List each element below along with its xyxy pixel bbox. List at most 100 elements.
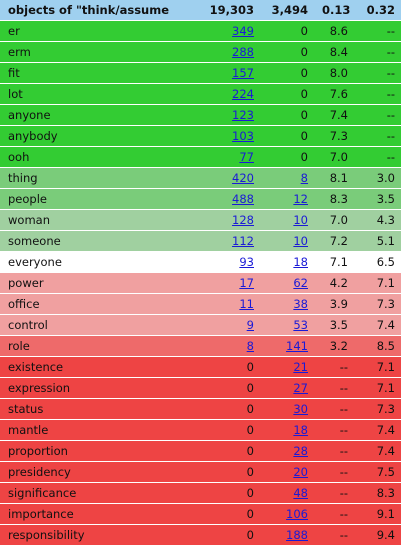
row-count-1: 0 <box>170 419 260 441</box>
row-count-1-link[interactable]: 488 <box>232 192 254 206</box>
row-count-1: 0 <box>170 398 260 420</box>
row-count-1-link[interactable]: 8 <box>246 339 254 353</box>
row-ratio-1: 3.5 <box>314 314 354 336</box>
row-count-1-link[interactable]: 123 <box>232 108 254 122</box>
row-ratio-1: 8.0 <box>314 62 354 84</box>
row-ratio-1: -- <box>314 419 354 441</box>
row-ratio-1: -- <box>314 440 354 462</box>
row-count-1-cell: 11 <box>170 293 260 315</box>
row-count-2: 0 <box>260 41 314 63</box>
row-count-1: 0 <box>170 440 260 462</box>
row-count-2-link[interactable]: 188 <box>286 528 308 542</box>
row-count-2-link[interactable]: 18 <box>293 423 308 437</box>
row-count-1-link[interactable]: 349 <box>232 24 254 38</box>
row-count-2: 0 <box>260 125 314 147</box>
row-ratio-1: 7.4 <box>314 104 354 126</box>
row-ratio-2: 7.1 <box>354 377 401 399</box>
row-ratio-2: 7.4 <box>354 314 401 336</box>
row-word: er <box>0 20 170 42</box>
row-ratio-2: -- <box>354 125 401 147</box>
row-count-2-link[interactable]: 8 <box>300 171 308 185</box>
row-word: anyone <box>0 104 170 126</box>
row-count-1-link[interactable]: 17 <box>239 276 254 290</box>
row-ratio-1: -- <box>314 524 354 546</box>
row-count-2-link[interactable]: 141 <box>286 339 308 353</box>
row-count-1-link[interactable]: 128 <box>232 213 254 227</box>
row-ratio-1: -- <box>314 398 354 420</box>
row-count-2-link[interactable]: 38 <box>293 297 308 311</box>
table-row: ooh 77 0 7.0 -- <box>0 146 401 168</box>
row-count-2-cell: 21 <box>260 356 314 378</box>
row-word: someone <box>0 230 170 252</box>
table-row: people 488 12 8.3 3.5 <box>0 188 401 210</box>
row-count-2-link[interactable]: 18 <box>293 255 308 269</box>
row-count-1-link[interactable]: 77 <box>239 150 254 164</box>
row-count-1-cell: 488 <box>170 188 260 210</box>
table-row: fit 157 0 8.0 -- <box>0 62 401 84</box>
row-word: importance <box>0 503 170 525</box>
row-count-1-link[interactable]: 112 <box>232 234 254 248</box>
row-count-1-link[interactable]: 11 <box>239 297 254 311</box>
row-ratio-1: 7.0 <box>314 146 354 168</box>
table-row: presidency 0 20 -- 7.5 <box>0 461 401 483</box>
header-ratio-2: 0.32 <box>354 0 401 21</box>
row-ratio-1: -- <box>314 503 354 525</box>
row-count-1-link[interactable]: 420 <box>232 171 254 185</box>
row-count-1-link[interactable]: 9 <box>246 318 254 332</box>
row-count-2-link[interactable]: 27 <box>293 381 308 395</box>
row-word: existence <box>0 356 170 378</box>
row-count-2-link[interactable]: 21 <box>293 360 308 374</box>
row-count-1-cell: 77 <box>170 146 260 168</box>
row-ratio-1: 8.6 <box>314 20 354 42</box>
row-count-1-cell: 420 <box>170 167 260 189</box>
row-count-2-cell: 28 <box>260 440 314 462</box>
row-word: people <box>0 188 170 210</box>
row-count-2-link[interactable]: 10 <box>293 234 308 248</box>
row-ratio-2: 7.4 <box>354 419 401 441</box>
row-ratio-1: 4.2 <box>314 272 354 294</box>
row-count-1-link[interactable]: 157 <box>232 66 254 80</box>
row-count-2-cell: 62 <box>260 272 314 294</box>
row-word: expression <box>0 377 170 399</box>
row-ratio-2: 7.3 <box>354 398 401 420</box>
row-count-1-cell: 288 <box>170 41 260 63</box>
row-count-2: 0 <box>260 104 314 126</box>
row-ratio-2: -- <box>354 20 401 42</box>
row-count-2-link[interactable]: 30 <box>293 402 308 416</box>
row-count-2-link[interactable]: 106 <box>286 507 308 521</box>
row-count-2-link[interactable]: 53 <box>293 318 308 332</box>
row-ratio-1: -- <box>314 482 354 504</box>
row-count-2-link[interactable]: 10 <box>293 213 308 227</box>
row-ratio-2: 4.3 <box>354 209 401 231</box>
row-count-2-link[interactable]: 62 <box>293 276 308 290</box>
row-count-2: 0 <box>260 62 314 84</box>
table-row: control 9 53 3.5 7.4 <box>0 314 401 336</box>
row-count-1-link[interactable]: 224 <box>232 87 254 101</box>
row-ratio-1: 3.9 <box>314 293 354 315</box>
table-row: responsibility 0 188 -- 9.4 <box>0 524 401 546</box>
table-row: someone 112 10 7.2 5.1 <box>0 230 401 252</box>
row-count-2-cell: 18 <box>260 419 314 441</box>
row-count-2-cell: 106 <box>260 503 314 525</box>
row-count-2-cell: 30 <box>260 398 314 420</box>
row-count-1-link[interactable]: 93 <box>239 255 254 269</box>
row-count-2-link[interactable]: 20 <box>293 465 308 479</box>
row-word: proportion <box>0 440 170 462</box>
row-ratio-2: -- <box>354 104 401 126</box>
row-count-2-link[interactable]: 12 <box>293 192 308 206</box>
row-count-2-cell: 10 <box>260 209 314 231</box>
row-count-1-link[interactable]: 288 <box>232 45 254 59</box>
table-row: woman 128 10 7.0 4.3 <box>0 209 401 231</box>
row-ratio-2: 6.5 <box>354 251 401 273</box>
row-ratio-2: 8.5 <box>354 335 401 357</box>
table-row: everyone 93 18 7.1 6.5 <box>0 251 401 273</box>
table-row: office 11 38 3.9 7.3 <box>0 293 401 315</box>
row-ratio-2: 7.3 <box>354 293 401 315</box>
row-count-2-link[interactable]: 48 <box>293 486 308 500</box>
table-body: er 349 0 8.6 -- erm 288 0 8.4 -- fit 157 0 8.0 -- lot 22… <box>0 20 401 546</box>
row-count-2-link[interactable]: 28 <box>293 444 308 458</box>
row-word: woman <box>0 209 170 231</box>
row-count-2: 0 <box>260 146 314 168</box>
table-row: er 349 0 8.6 -- <box>0 20 401 42</box>
row-count-1-link[interactable]: 103 <box>232 129 254 143</box>
